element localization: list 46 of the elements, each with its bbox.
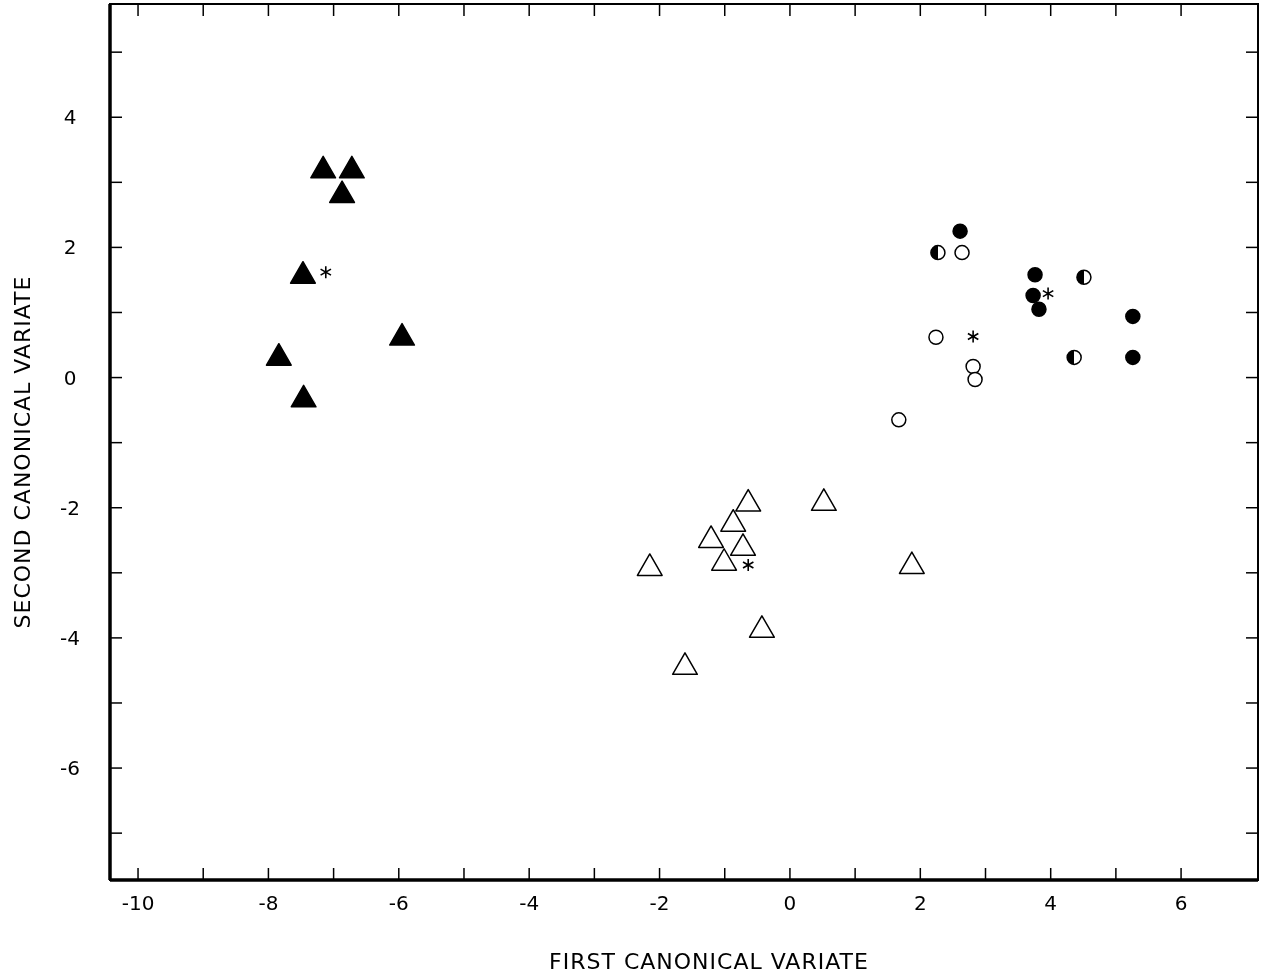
point (742, 558, 755, 572)
point (748, 615, 775, 638)
point (729, 533, 757, 556)
point (636, 553, 663, 577)
y-tick-label: 4 (63, 105, 77, 130)
point (898, 551, 925, 575)
x-tick-label: 2 (913, 891, 927, 915)
x-tick-label: 6 (1174, 891, 1188, 915)
x-tick-label: 4 (1044, 891, 1058, 915)
y-tick-label: -4 (60, 625, 80, 650)
y-tick-label: 0 (63, 365, 77, 390)
point (1042, 286, 1055, 301)
point (928, 329, 944, 345)
x-tick-label: 0 (783, 891, 797, 915)
x-axis-title: FIRST CANONICAL VARIATE (549, 949, 869, 974)
point (1125, 308, 1141, 325)
x-tick-label: -10 (121, 891, 155, 915)
point (1066, 349, 1082, 366)
point (1031, 301, 1047, 317)
point (1125, 349, 1141, 366)
point (290, 384, 317, 408)
point (671, 652, 699, 676)
point (954, 244, 970, 261)
x-tick-label: -8 (258, 891, 279, 915)
point (952, 223, 968, 239)
x-tick-label: -6 (388, 891, 409, 915)
point (930, 244, 946, 261)
point (967, 371, 983, 388)
point (810, 488, 837, 512)
point (735, 488, 762, 512)
x-tick-label: -2 (649, 891, 670, 915)
point (710, 548, 738, 571)
point (1027, 266, 1043, 283)
y-tick-label: 2 (63, 235, 77, 260)
point (720, 508, 747, 532)
y-axis-title: SECOND CANONICAL VARIATE (10, 275, 35, 629)
point (967, 329, 980, 344)
y-tick-label: -2 (60, 495, 80, 520)
point (697, 525, 725, 549)
point (891, 412, 907, 428)
point (1025, 287, 1041, 304)
point (965, 358, 981, 375)
y-tick-label: -6 (60, 756, 80, 781)
point (319, 265, 332, 279)
point (1076, 269, 1092, 286)
x-tick-label: -4 (519, 891, 540, 915)
